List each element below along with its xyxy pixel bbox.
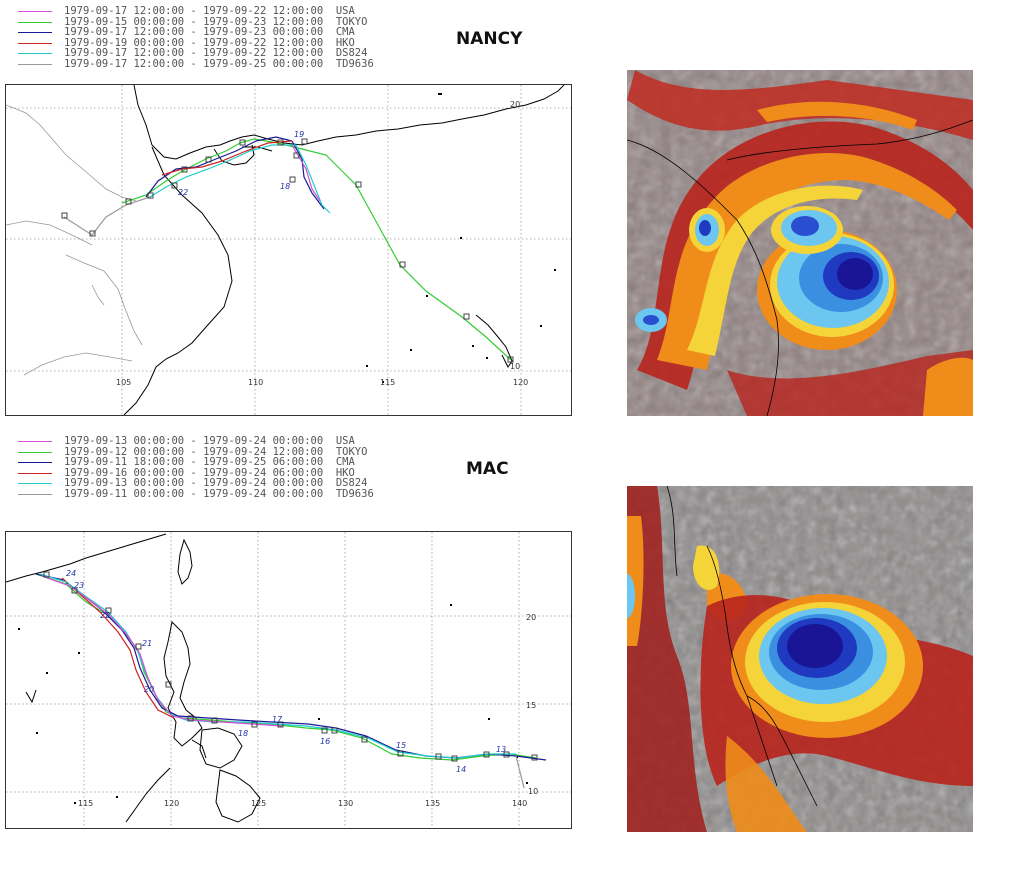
legend-agency: CMA [335, 26, 355, 38]
date-label: 17 [272, 715, 283, 724]
legend-agency: TOKYO [335, 15, 368, 28]
legend-range: 1979-09-19 00:00:00 - 1979-09-22 12:00:0… [64, 36, 324, 49]
legend-swatch [18, 63, 52, 65]
legend-range: 1979-09-17 12:00:00 - 1979-09-22 12:00:0… [64, 47, 324, 59]
date-label: 21 [142, 639, 152, 648]
legend-swatch [18, 32, 52, 33]
track-markers [43, 571, 538, 762]
legend-swatch [18, 21, 52, 23]
legend-range: 1979-09-17 12:00:00 - 1979-09-25 00:00:0… [64, 57, 324, 70]
legend-agency: TOKYO [335, 445, 368, 458]
date-label: 16 [320, 737, 330, 746]
mac-satellite-image [627, 486, 973, 832]
date-label: 20 [144, 685, 154, 694]
legend-swatch [18, 462, 52, 463]
legend-agency: CMA [335, 456, 355, 468]
axis-tick-labels: 115 120 125 130 135 140 20 15 10 [78, 613, 538, 808]
legend-agency: USA [335, 435, 355, 447]
storm-tracks [63, 136, 512, 361]
legend-range: 1979-09-15 00:00:00 - 1979-09-23 12:00:0… [64, 15, 324, 28]
legend-swatch [18, 451, 52, 453]
storm-title-nancy: NANCY [456, 29, 523, 49]
grid-lines [6, 85, 571, 415]
legend-range: 1979-09-17 12:00:00 - 1979-09-22 12:00:0… [64, 5, 324, 17]
date-label: 18 [280, 182, 290, 191]
date-label: 23 [74, 581, 84, 590]
date-label: 18 [238, 729, 248, 738]
sat-coastline [666, 486, 818, 807]
sat-coastline [627, 119, 973, 416]
lon-label: 140 [512, 799, 527, 808]
track-markers [61, 138, 514, 363]
lon-label: 135 [425, 799, 440, 808]
legend-range: 1979-09-13 00:00:00 - 1979-09-24 00:00:0… [64, 435, 324, 447]
islands [18, 582, 528, 804]
legend-range: 1979-09-11 00:00:00 - 1979-09-24 00:00:0… [64, 487, 324, 500]
legend-agency: TD9636 [335, 57, 374, 70]
lon-label: 115 [78, 799, 93, 808]
date-label: 14 [456, 765, 466, 774]
country-borders [6, 104, 143, 376]
legend-range: 1979-09-17 12:00:00 - 1979-09-23 00:00:0… [64, 26, 324, 38]
legend-agency: DS824 [335, 477, 368, 489]
lon-label: 110 [248, 378, 263, 387]
date-label: 15 [396, 741, 406, 750]
legend-swatch [18, 472, 52, 474]
legend-agency: HKO [335, 36, 355, 49]
storm-title-mac: MAC [466, 459, 509, 479]
legend-swatch [18, 441, 52, 442]
legend-range: 1979-09-16 00:00:00 - 1979-09-24 06:00:0… [64, 466, 324, 479]
date-label: 19 [294, 130, 304, 139]
storm-tracks [35, 573, 547, 789]
islands [366, 93, 556, 383]
cloud-bands [627, 70, 973, 416]
date-label: 22 [178, 188, 188, 197]
legend-agency: DS824 [335, 47, 368, 59]
legend-range: 1979-09-13 00:00:00 - 1979-09-24 00:00:0… [64, 477, 324, 489]
legend-swatch [18, 53, 52, 54]
legend-agency: HKO [335, 466, 355, 479]
lat-label: 20 [510, 100, 520, 109]
lon-label: 130 [338, 799, 353, 808]
lon-label: 105 [116, 378, 131, 387]
legend-agency: USA [335, 5, 355, 17]
lon-label: 120 [164, 799, 179, 808]
mac-track-map[interactable]: 24 23 22 21 20 18 17 16 15 14 13 115 120… [5, 531, 572, 829]
lat-label: 10 [510, 362, 520, 371]
lon-label: 125 [251, 799, 266, 808]
cloud-bands [627, 486, 973, 832]
coastline [6, 533, 261, 823]
lat-label: 15 [526, 701, 536, 710]
legend-swatch [18, 493, 52, 495]
legend-range: 1979-09-12 00:00:00 - 1979-09-24 12:00:0… [64, 445, 324, 458]
date-label: 13 [496, 745, 506, 754]
lat-label: 20 [526, 613, 536, 622]
legend-swatch [18, 42, 52, 44]
legend-swatch [18, 483, 52, 484]
track-date-labels: 24 23 22 21 20 18 17 16 15 14 13 [66, 569, 506, 774]
grid-lines [6, 532, 571, 828]
legend-range: 1979-09-11 18:00:00 - 1979-09-25 06:00:0… [64, 456, 324, 468]
axis-tick-labels: 105 110 115 120 20 10 [116, 100, 528, 387]
nancy-track-map[interactable]: 19 18 22 105 110 115 120 20 10 [5, 84, 572, 416]
track-date-labels: 19 18 22 [178, 130, 304, 197]
coastline [123, 85, 565, 415]
date-label: 24 [66, 569, 76, 578]
legend-agency: TD9636 [335, 487, 374, 500]
lon-label: 115 [380, 378, 395, 387]
date-label: 22 [100, 611, 110, 620]
lat-label: 10 [528, 787, 538, 796]
lon-label: 120 [513, 378, 528, 387]
nancy-satellite-image [627, 70, 973, 416]
legend-swatch [18, 11, 52, 12]
